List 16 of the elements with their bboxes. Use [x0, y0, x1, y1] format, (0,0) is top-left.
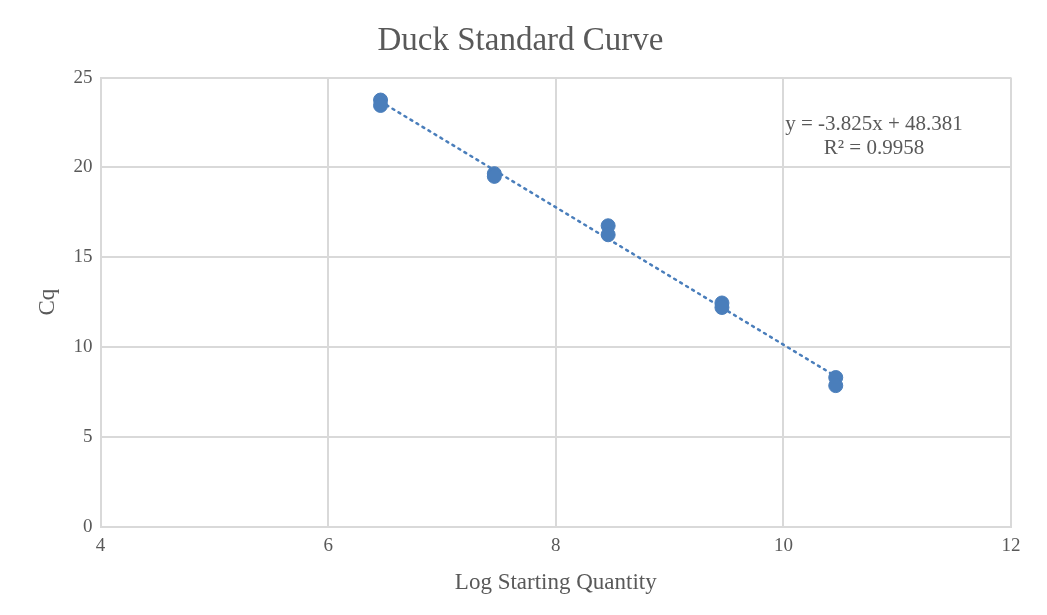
x-tick-label: 10 [773, 533, 793, 555]
annotation: y = -3.825x + 48.381 [785, 111, 963, 136]
annotation: R² = 0.9958 [823, 135, 925, 160]
y-tick-label: 5 [83, 424, 93, 446]
y-axis-title: Cq [33, 288, 59, 316]
y-tick-label: 15 [73, 245, 93, 267]
x-tick-label: 4 [95, 533, 106, 555]
x-tick-label: 6 [323, 533, 333, 555]
x-axis-title: Log Starting Quantity [454, 569, 658, 595]
x-tick-label: 8 [551, 533, 561, 555]
y-tick-label: 0 [83, 514, 93, 536]
chart-title: Duck Standard Curve [377, 21, 664, 58]
y-tick-label: 25 [73, 65, 93, 87]
y-tick-label: 10 [73, 334, 93, 356]
x-tick-label: 12 [1001, 533, 1021, 555]
y-tick-label: 20 [73, 155, 93, 177]
